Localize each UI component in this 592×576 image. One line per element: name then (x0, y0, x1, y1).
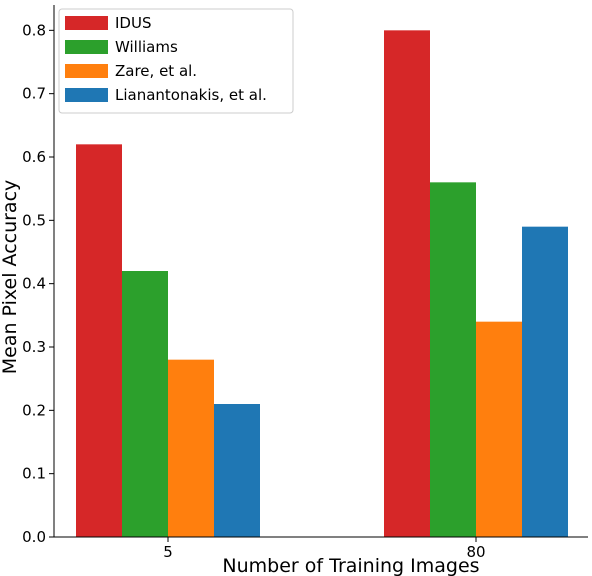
bar-williams-80 (430, 182, 476, 538)
y-ticks-group: 0.0 0.1 0.2 0.3 0.4 0.5 0.6 0.7 0.8 (22, 21, 54, 546)
bar-zare-et-al-5 (168, 359, 214, 537)
legend-label: Lianantonakis, et al. (115, 86, 267, 104)
y-tick-label: 0.3 (22, 338, 46, 356)
y-tick-label: 0.6 (22, 148, 46, 166)
y-tick-label: 0.2 (22, 401, 46, 419)
bar-zare-et-al-80 (476, 321, 522, 537)
y-tick-label: 0.8 (22, 21, 46, 39)
y-tick-label: 0.5 (22, 211, 46, 229)
legend-swatch (65, 88, 108, 102)
y-tick-label: 0.4 (22, 275, 46, 293)
bars-group (76, 30, 568, 538)
legend-swatch (65, 16, 108, 30)
x-tick-label: 80 (466, 543, 485, 561)
x-tick-label: 5 (163, 543, 173, 561)
bar-williams-5 (122, 271, 168, 537)
bar-lianantonakis-et-al-5 (214, 404, 260, 537)
x-ticks-group: 5 80 (163, 537, 486, 561)
y-axis-title: Mean Pixel Accuracy (0, 180, 21, 375)
legend-label: IDUS (115, 14, 151, 32)
x-axis-title: Number of Training Images (222, 555, 479, 576)
legend-frame (58, 8, 294, 114)
bar-lianantonakis-et-al-80 (522, 226, 568, 537)
legend-label: Zare, et al. (115, 62, 197, 80)
y-tick-label: 0.7 (22, 85, 46, 103)
y-tick-label: 0.0 (22, 528, 46, 546)
legend-swatch (65, 64, 108, 78)
bar-idus-80 (384, 30, 430, 537)
legend-swatch (65, 40, 108, 54)
y-tick-label: 0.1 (22, 465, 46, 483)
legend: IDUS Williams Zare, et al. Lianantonakis, e… (58, 8, 294, 114)
legend-label: Williams (115, 38, 178, 56)
bar-idus-5 (76, 144, 122, 538)
